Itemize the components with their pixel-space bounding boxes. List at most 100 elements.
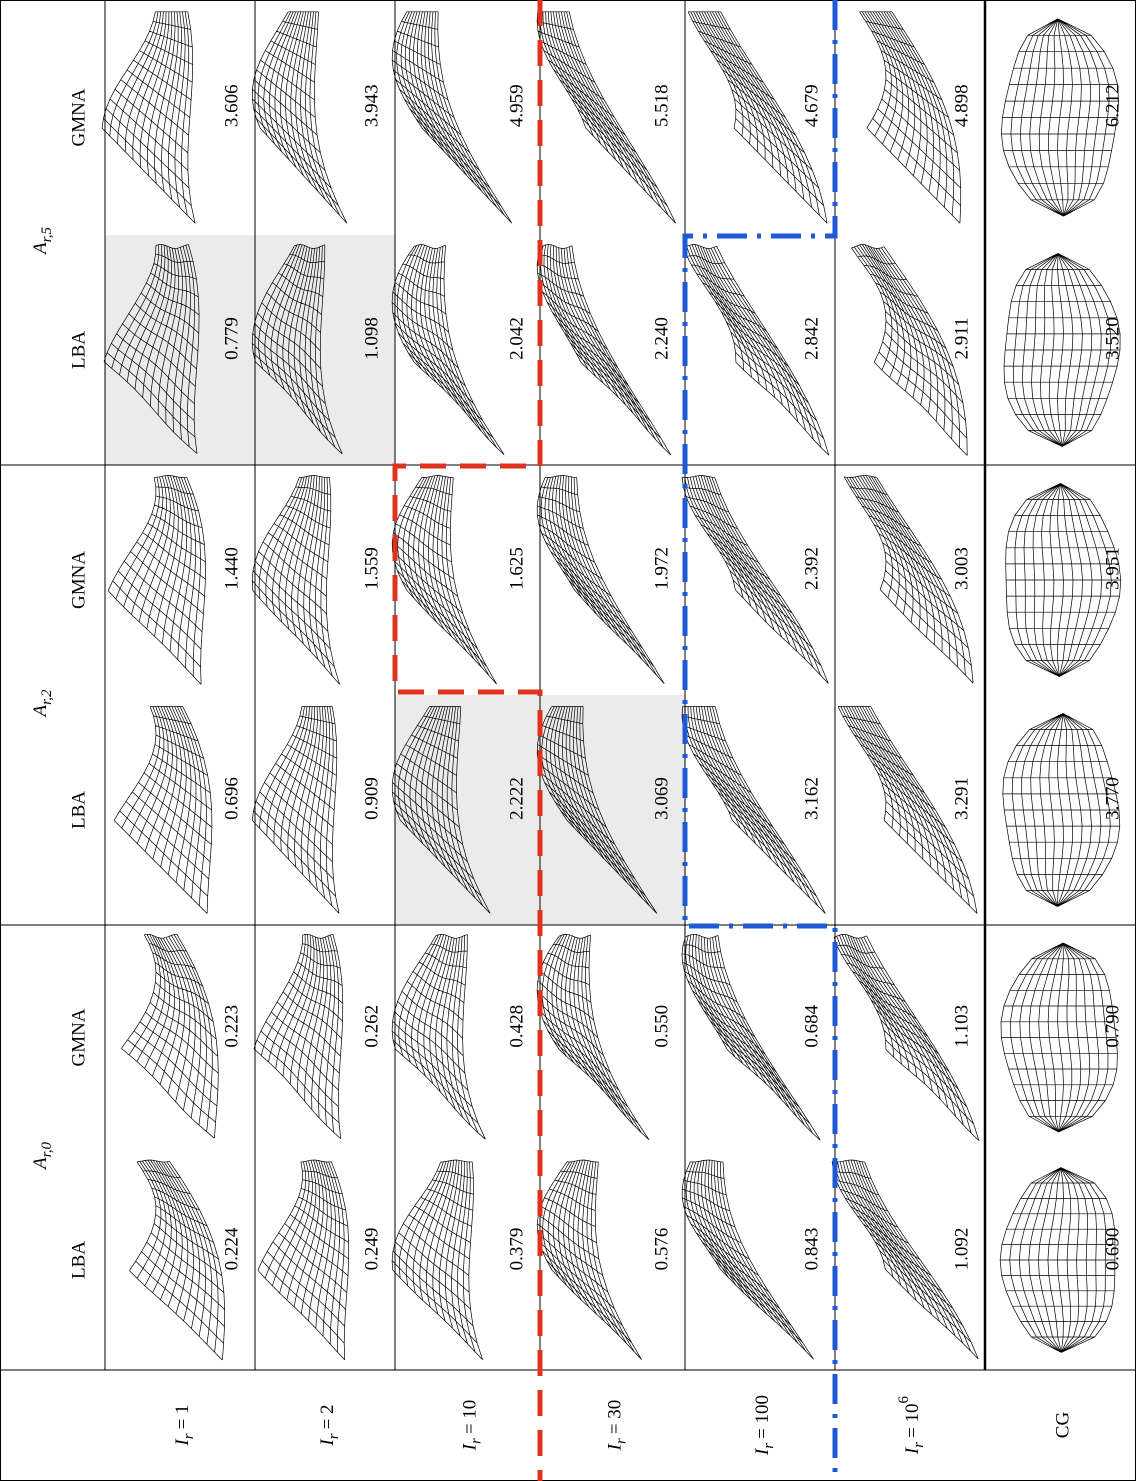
cell-value: 2.911 — [951, 317, 972, 359]
cell-value: 5.518 — [651, 84, 672, 127]
method-label: LBA — [68, 791, 89, 829]
row-label: Ir= 106 — [896, 1395, 927, 1455]
mesh-sketch — [114, 707, 212, 914]
mesh-sketch — [1001, 943, 1117, 1132]
cell-value: 0.262 — [361, 1005, 382, 1048]
cell-value: 0.843 — [801, 1228, 822, 1271]
label-text: = 1 — [172, 1404, 193, 1429]
cell-value: 2.240 — [651, 317, 672, 360]
subscript: r — [469, 1438, 485, 1444]
label-text: = 2 — [317, 1404, 338, 1429]
method-label: GMNA — [68, 88, 89, 146]
label-text: CG — [1053, 1412, 1074, 1439]
mesh-sketch — [392, 476, 496, 685]
cell-value: 0.428 — [506, 1005, 527, 1048]
method-label: GMNA — [68, 551, 89, 609]
cell-value: 0.684 — [801, 1004, 822, 1047]
cell-value: 3.291 — [951, 777, 972, 820]
cell-value: 3.770 — [1102, 777, 1123, 820]
group-label: Ar,2 — [30, 689, 55, 719]
mesh-sketch — [252, 476, 339, 685]
label-text: = 10 — [460, 1400, 481, 1434]
cell-value: 2.222 — [506, 777, 527, 820]
cell-value: 6.212 — [1102, 84, 1123, 127]
method-label: LBA — [68, 331, 89, 369]
cell-value: 0.249 — [361, 1228, 382, 1271]
cell-value: 0.696 — [221, 777, 242, 820]
results-table: Ar,0LBAGMNAAr,2LBAGMNAAr,5LBAGMNAIr= 10.… — [0, 0, 1136, 1481]
cell-value: 1.625 — [506, 547, 527, 590]
mesh-sketch — [537, 934, 649, 1140]
mesh-sketch — [852, 245, 968, 456]
cell-value: 4.959 — [506, 84, 527, 127]
mesh-sketch — [129, 1160, 224, 1360]
row-label: Ir= 30 — [605, 1400, 630, 1452]
subscript: r — [614, 1438, 630, 1444]
method-label: GMNA — [68, 1008, 89, 1066]
cell-value: 0.690 — [1102, 1228, 1123, 1271]
mesh-sketch — [860, 12, 961, 224]
mesh-sketch — [537, 1160, 641, 1360]
cell-value: 3.069 — [651, 777, 672, 820]
cell-value: 0.223 — [221, 1005, 242, 1048]
subscript: r,0 — [39, 1141, 55, 1157]
mesh-sketch — [1001, 19, 1118, 216]
superscript: 6 — [896, 1395, 912, 1403]
cell-value: 4.679 — [801, 84, 822, 127]
subscript: r — [911, 1442, 927, 1448]
cell-value: 1.440 — [221, 547, 242, 590]
subscript: r — [326, 1433, 342, 1439]
symbol: A — [30, 242, 51, 256]
subscript: r,5 — [39, 226, 55, 242]
cell-value: 0.550 — [651, 1005, 672, 1048]
cell-value: 0.576 — [651, 1228, 672, 1271]
cell-value: 0.790 — [1102, 1005, 1123, 1048]
label-text: = 10 — [902, 1403, 923, 1437]
mesh-sketch — [102, 12, 195, 224]
mesh-sketch — [252, 707, 339, 914]
cell-value: 2.042 — [506, 317, 527, 360]
mesh-sketch — [258, 1160, 349, 1360]
cell-value: 3.606 — [221, 84, 242, 127]
cell-value: 0.779 — [221, 317, 242, 360]
subscript: r,2 — [39, 689, 55, 705]
mesh-sketch — [254, 934, 343, 1138]
mesh-sketch — [108, 476, 205, 685]
cell-value: 2.392 — [801, 547, 822, 590]
row-label: Ir= 1 — [172, 1404, 197, 1446]
row-label: Ir= 10 — [460, 1400, 485, 1452]
mesh-sketch — [682, 934, 820, 1140]
cell-value: 2.842 — [801, 317, 822, 360]
group-label: Ar,0 — [30, 1141, 55, 1171]
cell-value: 1.098 — [361, 317, 382, 360]
row-label: Ir= 2 — [317, 1404, 342, 1446]
mesh-sketch — [392, 934, 485, 1139]
mesh-sketch — [121, 934, 218, 1138]
cell-value: 3.520 — [1102, 317, 1123, 360]
label-text: = 30 — [605, 1400, 626, 1434]
mesh-sketch — [1000, 1168, 1115, 1353]
symbol: A — [30, 705, 51, 719]
subscript: r — [761, 1443, 777, 1449]
mesh-sketch — [537, 476, 664, 684]
method-label: LBA — [68, 1241, 89, 1279]
mesh-sketch — [392, 12, 512, 224]
cell-value: 0.379 — [506, 1228, 527, 1271]
cell-value: 1.092 — [951, 1228, 972, 1271]
cell-value: 1.559 — [361, 547, 382, 590]
cell-value: 1.972 — [651, 547, 672, 590]
cell-value: 3.003 — [951, 547, 972, 590]
row-label: CG — [1053, 1412, 1074, 1439]
cell-value: 3.951 — [1102, 547, 1123, 590]
label-text: = 100 — [752, 1395, 773, 1439]
cell-value: 4.898 — [951, 84, 972, 127]
cell-value: 0.909 — [361, 777, 382, 820]
cell-value: 3.162 — [801, 777, 822, 820]
cell-value: 3.943 — [361, 84, 382, 127]
cell-value: 1.103 — [951, 1005, 972, 1048]
mesh-sketch — [392, 1160, 483, 1360]
mesh-sketch — [682, 1160, 813, 1359]
group-label: Ar,5 — [30, 226, 55, 256]
mesh-sketch — [392, 245, 504, 455]
subscript: r — [181, 1433, 197, 1439]
